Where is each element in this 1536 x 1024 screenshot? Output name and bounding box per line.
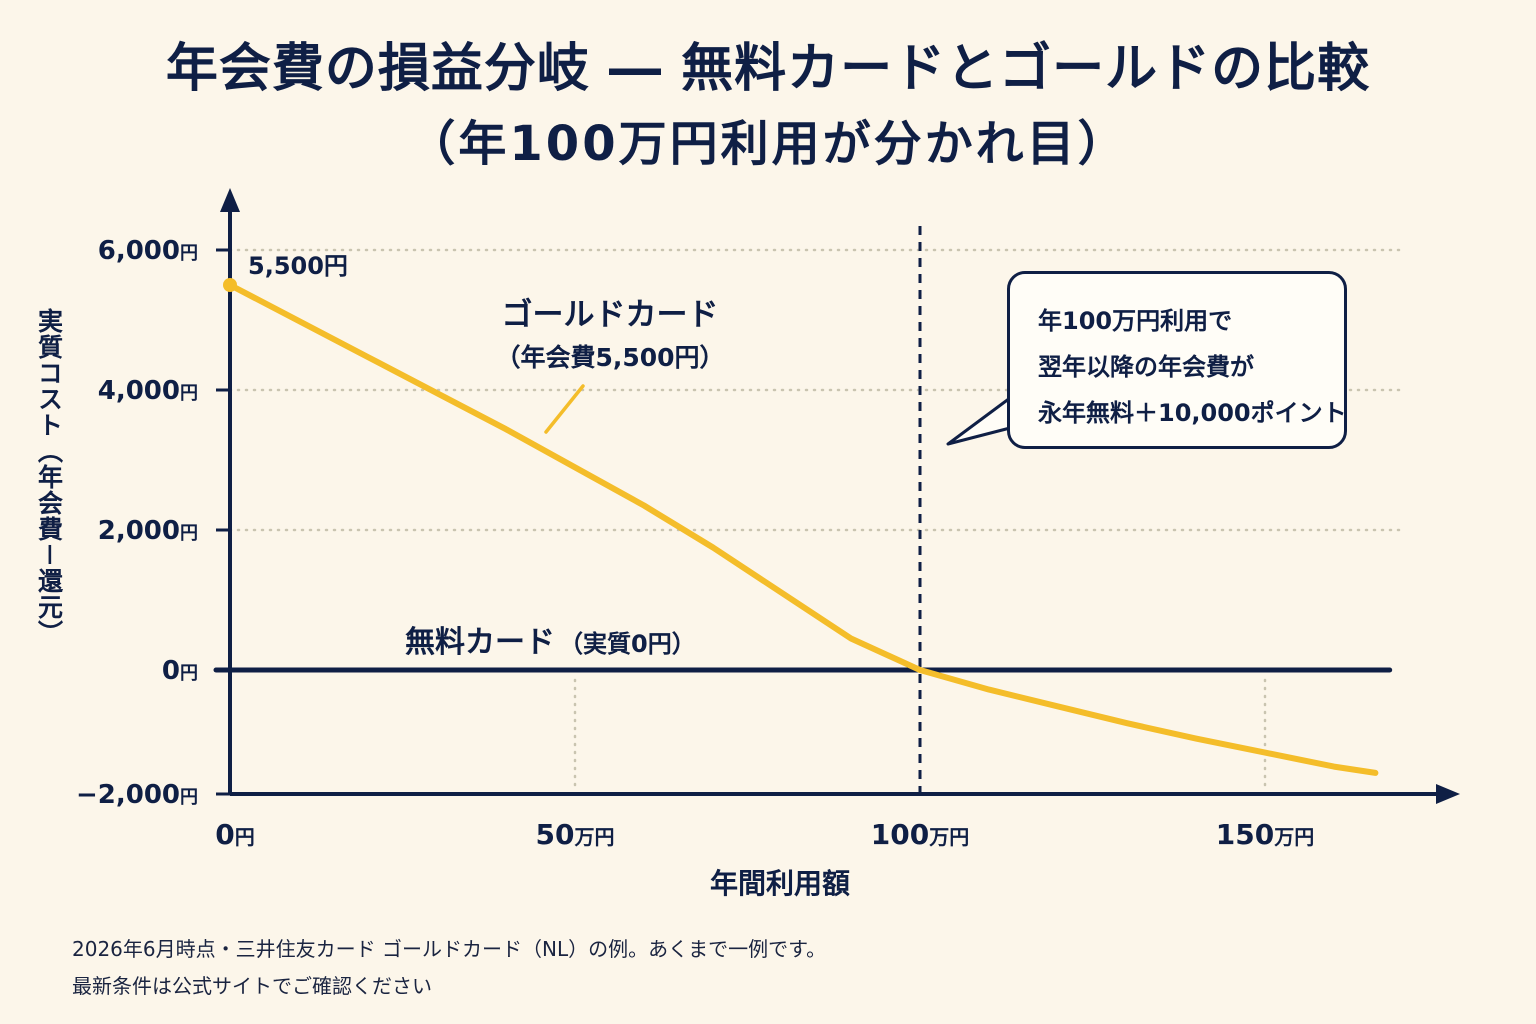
callout-line-1: 年100万円利用で bbox=[1038, 307, 1233, 335]
callout-line-3: 永年無料＋10,000ポイント bbox=[1038, 399, 1347, 427]
chart-title: 年会費の損益分岐 ― 無料カードとゴールドの比較 bbox=[165, 39, 1371, 99]
series-label-leader bbox=[544, 384, 585, 434]
x-tick-label: 50万円 bbox=[536, 818, 615, 851]
y-tick-label: 2,000円 bbox=[98, 516, 198, 546]
series-lines bbox=[213, 278, 1393, 776]
y-tick-label: 4,000円 bbox=[98, 376, 198, 406]
y-axis-arrow bbox=[220, 188, 240, 212]
grid-lines bbox=[228, 248, 1407, 792]
x-tick-label: 150万円 bbox=[1216, 818, 1314, 851]
callout-line-2: 翌年以降の年会費が bbox=[1038, 353, 1254, 381]
chart-labels: 6,000円 4,000円 2,000円 0円 −2,000円 0円 50万円 100万円 15… bbox=[35, 236, 1315, 900]
start-point-label: 5,500円 bbox=[248, 252, 348, 280]
y-tick-label: 6,000円 bbox=[98, 236, 198, 266]
y-tick-label: 0円 bbox=[162, 656, 198, 686]
series-label-gold-card: ゴールドカード bbox=[502, 297, 719, 333]
chart-subtitle: （年100万円利用が分かれ目） bbox=[407, 116, 1129, 172]
x-tick-label: 0円 bbox=[215, 818, 254, 851]
series-line-gold-card bbox=[227, 282, 1379, 776]
breakeven-callout: 年100万円利用で 翌年以降の年会費が 永年無料＋10,000ポイント bbox=[1007, 271, 1347, 449]
series-label-gold-fee: （年会費5,500円） bbox=[495, 343, 724, 372]
callout-pointer bbox=[946, 396, 1011, 446]
start-point-marker bbox=[223, 278, 237, 292]
footnote-line-1: 2026年6月時点・三井住友カード ゴールドカード（NL）の例。あくまで一例です… bbox=[72, 937, 827, 961]
x-axis-arrow bbox=[1436, 784, 1460, 804]
footnote-line-2: 最新条件は公式サイトでご確認ください bbox=[72, 974, 432, 998]
y-tick-label: −2,000円 bbox=[76, 780, 198, 810]
x-tick-label: 100万円 bbox=[871, 818, 969, 851]
y-axis-title: 実質コスト（年会費－還元） bbox=[35, 307, 65, 646]
series-label-free-card: 無料カード （実質0円） bbox=[405, 625, 696, 660]
x-axis-title: 年間利用額 bbox=[710, 867, 850, 900]
